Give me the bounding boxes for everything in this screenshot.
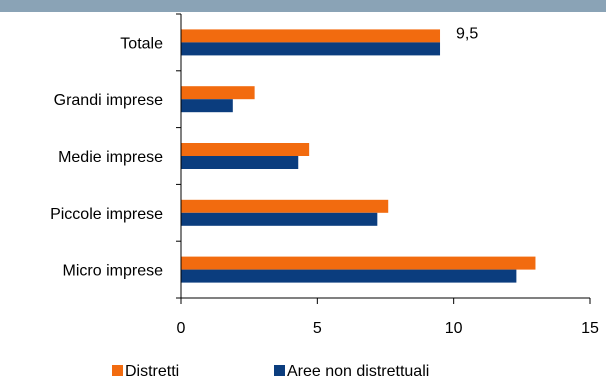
bar-aree-non-distrettuali-micro-imprese (181, 269, 517, 283)
legend-swatch-distretti (112, 365, 123, 376)
bar-distretti-medie-imprese (181, 143, 310, 156)
bar-distretti-piccole-imprese (181, 199, 389, 213)
category-label-piccole-imprese: Piccole imprese (50, 206, 163, 223)
category-label-grandi-imprese: Grandi imprese (54, 92, 163, 109)
x-ticks: 0 5 10 15 (177, 298, 599, 337)
legend-swatch-aree-non-distrettuali (274, 365, 285, 376)
x-tick-label: 5 (313, 320, 322, 337)
category-label-medie-imprese: Medie imprese (58, 149, 163, 166)
bar-aree-non-distrettuali-medie-imprese (181, 156, 299, 169)
data-label-totale: 9,5 (456, 25, 478, 42)
category-label-totale: Totale (120, 35, 163, 52)
bars-layer (181, 29, 536, 283)
x-tick-label: 0 (177, 320, 186, 337)
bar-distretti-totale (181, 29, 441, 43)
bar-aree-non-distrettuali-totale (181, 42, 441, 56)
data-labels: 9,5 (456, 25, 478, 42)
y-ticks (176, 13, 181, 299)
legend-label-distretti: Distretti (125, 363, 179, 380)
bar-distretti-grandi-imprese (181, 86, 255, 100)
bar-aree-non-distrettuali-grandi-imprese (181, 99, 233, 113)
x-tick-label: 15 (581, 320, 599, 337)
bar-distretti-micro-imprese (181, 256, 536, 270)
legend-label-aree-non-distrettuali: Aree non distrettuali (287, 363, 429, 380)
category-label-micro-imprese: Micro imprese (63, 263, 164, 280)
top-band (0, 0, 606, 12)
bar-aree-non-distrettuali-piccole-imprese (181, 212, 378, 226)
x-tick-label: 10 (445, 320, 463, 337)
category-labels: Totale Grandi imprese Medie imprese Piccole… (50, 35, 163, 279)
legend: Distretti Aree non distrettuali (112, 363, 429, 380)
